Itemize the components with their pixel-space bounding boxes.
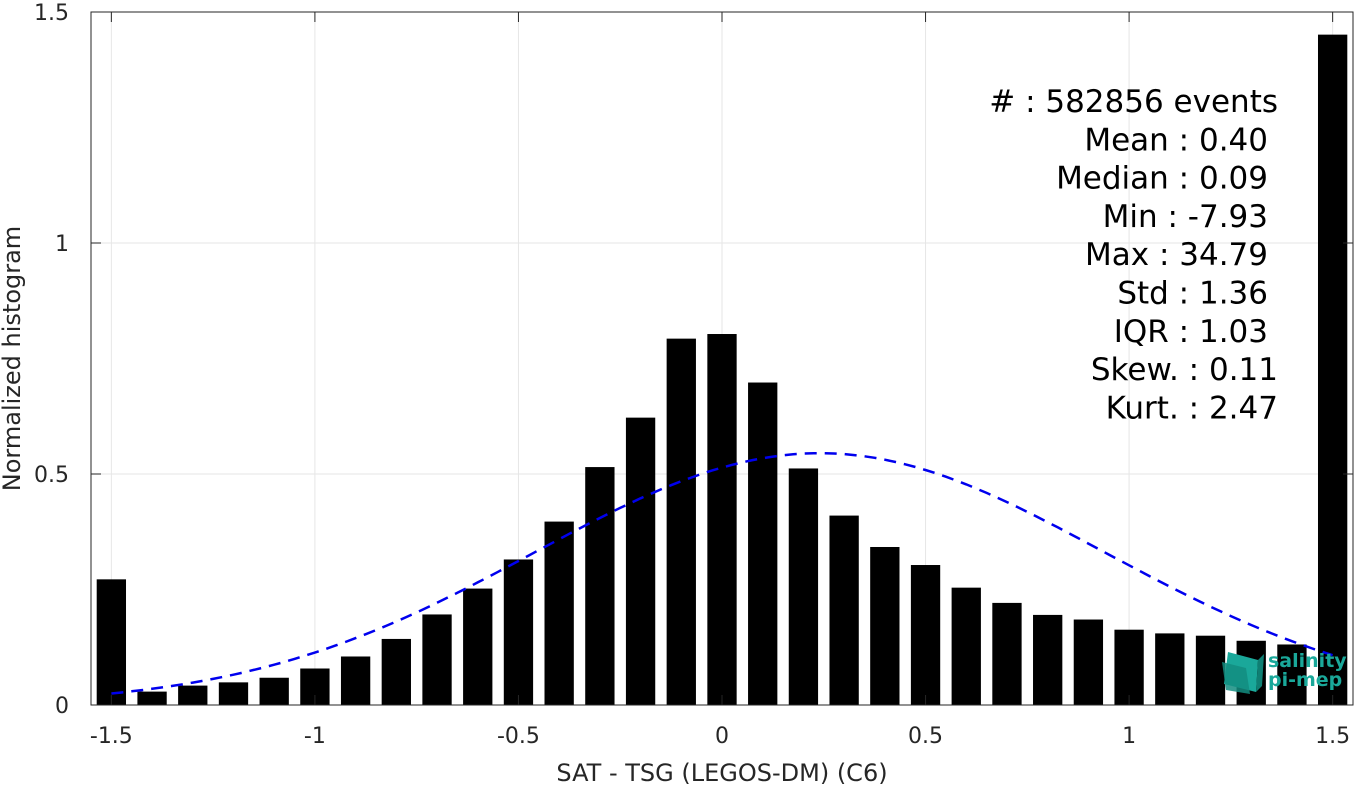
x-tick-label: -1 bbox=[304, 724, 326, 749]
stat-line: IQR : 1.03 bbox=[1114, 314, 1268, 350]
x-tick-label: -0.5 bbox=[497, 724, 540, 749]
axis-ticks bbox=[91, 11, 1353, 706]
histogram-bar bbox=[910, 565, 941, 705]
histogram-bar bbox=[1317, 34, 1348, 705]
x-tick-labels: -1.5 -1 -0.5 0 0.5 1 1.5 bbox=[90, 724, 1350, 749]
logo-text-line2: pi-mep bbox=[1268, 669, 1342, 691]
histogram-bar bbox=[381, 638, 411, 705]
histogram-bar bbox=[340, 656, 371, 705]
histogram-bar bbox=[707, 334, 737, 705]
x-tick-label: 0 bbox=[715, 724, 729, 749]
histogram-bar bbox=[788, 468, 819, 705]
histogram-bar bbox=[585, 467, 615, 705]
y-tick-label: 0 bbox=[55, 694, 69, 719]
histogram-bar bbox=[463, 588, 493, 705]
logo-text-line1: salinity bbox=[1268, 650, 1347, 672]
histogram-bar bbox=[422, 614, 452, 705]
histogram-bar bbox=[829, 515, 859, 705]
histogram-bar bbox=[748, 382, 778, 705]
salinity-pi-mep-logo: salinity pi-mep bbox=[1222, 650, 1347, 694]
x-axis-title: SAT - TSG (LEGOS-DM) (C6) bbox=[556, 759, 887, 785]
histogram-bars bbox=[96, 34, 1348, 705]
histogram-bar bbox=[1114, 629, 1144, 705]
histogram-bar bbox=[666, 338, 696, 705]
stat-line: Mean : 0.40 bbox=[1084, 122, 1268, 158]
x-tick-label: 1 bbox=[1122, 724, 1136, 749]
x-tick-label: -1.5 bbox=[90, 724, 133, 749]
stat-line: Min : -7.93 bbox=[1103, 199, 1268, 235]
stat-line: Std : 1.36 bbox=[1117, 276, 1268, 312]
histogram-bar bbox=[1033, 614, 1063, 705]
y-tick-label: 1 bbox=[55, 232, 69, 257]
histogram-bar bbox=[1155, 633, 1185, 705]
histogram-bar bbox=[137, 691, 167, 705]
stat-line: Median : 0.09 bbox=[1056, 161, 1268, 197]
y-tick-labels: 0 0.5 1 1.5 bbox=[34, 1, 69, 719]
histogram-bar bbox=[96, 579, 127, 705]
normal-fit-curve bbox=[111, 451, 1333, 695]
histogram-bar bbox=[178, 685, 208, 705]
histogram-bar bbox=[870, 546, 900, 705]
histogram-bar bbox=[992, 602, 1022, 705]
histogram-bar bbox=[625, 417, 656, 705]
histogram-bar bbox=[951, 587, 981, 705]
histogram-bar bbox=[259, 677, 289, 705]
y-tick-label: 0.5 bbox=[34, 463, 69, 488]
histogram-bar bbox=[1277, 644, 1307, 705]
x-tick-label: 0.5 bbox=[908, 724, 943, 749]
y-axis-title: Normalized histogram bbox=[0, 226, 26, 491]
stat-line: Max : 34.79 bbox=[1085, 237, 1268, 273]
histogram-bar bbox=[218, 682, 249, 705]
histogram-bar bbox=[1073, 619, 1104, 705]
histogram-bar bbox=[1195, 635, 1226, 705]
histogram-bar bbox=[544, 521, 574, 705]
y-tick-label: 1.5 bbox=[34, 1, 69, 26]
x-tick-label: 1.5 bbox=[1315, 724, 1350, 749]
stat-line: Kurt. : 2.47 bbox=[1106, 390, 1278, 426]
histogram-bar bbox=[503, 559, 534, 705]
cube-icon bbox=[1222, 652, 1264, 694]
stat-line: # : 582856 events bbox=[989, 84, 1278, 120]
stat-line: Skew. : 0.11 bbox=[1091, 352, 1278, 388]
